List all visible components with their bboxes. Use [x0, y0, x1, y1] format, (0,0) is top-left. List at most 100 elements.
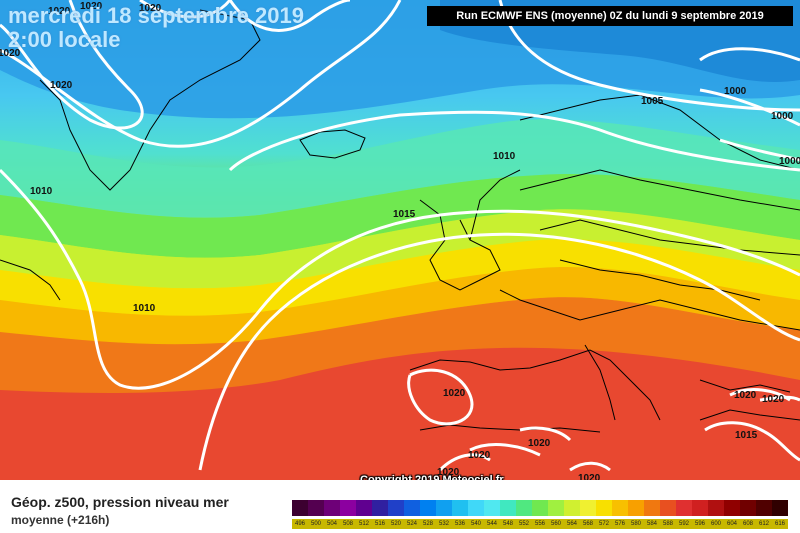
- color-scale-swatch: [420, 500, 436, 516]
- map-canvas: 1020 1020 1020 1020 1020 1010 1010 1005 …: [0, 0, 800, 480]
- forecast-date-line1: mercredi 18 septembre 2019: [8, 3, 304, 28]
- band-orange: [0, 267, 800, 345]
- color-scale-swatch: [740, 500, 756, 516]
- color-scale-swatch: [596, 500, 612, 516]
- isobar-label: 1020: [139, 3, 162, 14]
- isobar-label: 1015: [735, 430, 758, 441]
- isobar-label: 1000: [771, 111, 794, 122]
- isobar-label: 1020: [80, 1, 103, 12]
- isobar-label: 1020: [0, 48, 21, 59]
- color-scale-label: 548: [502, 521, 513, 527]
- color-scale-swatch: [468, 500, 484, 516]
- color-scale-label: 568: [582, 521, 593, 527]
- isobar-label: 1010: [30, 186, 53, 197]
- color-scale-label: 604: [726, 521, 737, 527]
- color-scale-swatch: [628, 500, 644, 516]
- color-scale-label: 540: [470, 521, 481, 527]
- color-scale-label: 588: [662, 521, 673, 527]
- weather-map: 1020 1020 1020 1020 1020 1010 1010 1005 …: [0, 0, 800, 480]
- color-scale-swatch: [484, 500, 500, 516]
- isobar-label: 1010: [493, 151, 516, 162]
- isobar-label: 1000: [779, 156, 800, 167]
- color-scale-swatch: [532, 500, 548, 516]
- color-scale-swatch: [644, 500, 660, 516]
- band-yellow: [0, 239, 800, 316]
- legend-subtitle: moyenne (+216h): [11, 513, 110, 527]
- isobar-label: 1020: [578, 473, 601, 480]
- color-scale-labels: 496 500 504 508 512 516 520 524 528 532 536 540 544 5…: [292, 519, 788, 529]
- color-scale-label: 600: [710, 521, 721, 527]
- color-scale-swatch: [340, 500, 356, 516]
- color-scale-label: 596: [694, 521, 705, 527]
- color-scale-label: 612: [758, 521, 769, 527]
- color-scale-label: 536: [454, 521, 465, 527]
- color-scale-label: 576: [614, 521, 625, 527]
- band-teal: [0, 119, 800, 218]
- color-scale-label: 500: [310, 521, 321, 527]
- isobar-labels: 1020 1020 1020 1020 1020 1010 1010 1005 …: [0, 1, 800, 480]
- run-info-box: Run ECMWF ENS (moyenne) 0Z du lundi 9 se…: [427, 6, 793, 26]
- color-scale-label: 524: [406, 521, 417, 527]
- isobar-label: 1020: [734, 390, 757, 401]
- forecast-date: mercredi 18 septembre 2019 2:00 locale: [8, 4, 304, 52]
- color-scale-swatch: [676, 500, 692, 516]
- isobar-label: 1000: [724, 86, 747, 97]
- color-scale-swatch: [548, 500, 564, 516]
- color-scale-label: 528: [422, 521, 433, 527]
- color-scale-swatch: [564, 500, 580, 516]
- color-scale-label: 504: [326, 521, 337, 527]
- color-scale-swatch: [724, 500, 740, 516]
- isobar-label: 1020: [50, 80, 73, 91]
- color-scale-swatch: [324, 500, 340, 516]
- color-scale-label: 520: [390, 521, 401, 527]
- color-scale-label: 560: [550, 521, 561, 527]
- color-scale-swatch: [292, 500, 308, 516]
- isobar-label: 1020: [48, 6, 71, 17]
- color-scale-label: 556: [534, 521, 545, 527]
- color-scale-label: 512: [358, 521, 369, 527]
- color-scale-swatch: [692, 500, 708, 516]
- color-scale-swatch: [708, 500, 724, 516]
- isobar-label: 1020: [437, 467, 460, 478]
- color-scale-swatch: [436, 500, 452, 516]
- color-scale-label: 572: [598, 521, 609, 527]
- isobar-label: 1015: [393, 209, 416, 220]
- color-scale-label: 608: [742, 521, 753, 527]
- color-scale-swatch: [372, 500, 388, 516]
- color-scale-label: 496: [294, 521, 305, 527]
- forecast-time: 2:00 locale: [8, 27, 121, 52]
- color-scale-label: 508: [342, 521, 353, 527]
- color-scale-swatch: [756, 500, 772, 516]
- isobar-label: 1010: [133, 303, 156, 314]
- isobar-label: 1020: [528, 438, 551, 449]
- color-scale: [292, 500, 788, 516]
- color-scale-swatch: [516, 500, 532, 516]
- color-scale-label: 544: [486, 521, 497, 527]
- isobar-label: 1005: [641, 96, 664, 107]
- color-scale-swatch: [388, 500, 404, 516]
- color-scale-swatch: [660, 500, 676, 516]
- isobar-label: 1020: [762, 394, 785, 405]
- color-scale-swatch: [612, 500, 628, 516]
- color-scale-label: 564: [566, 521, 577, 527]
- color-scale-label: 592: [678, 521, 689, 527]
- isobar-label: 1020: [468, 450, 491, 461]
- isobar-label: 1020: [443, 388, 466, 399]
- color-scale-label: 516: [374, 521, 385, 527]
- color-scale-label: 532: [438, 521, 449, 527]
- color-scale-label: 552: [518, 521, 529, 527]
- color-scale-label: 616: [774, 521, 785, 527]
- color-scale-swatch: [580, 500, 596, 516]
- color-scale-label: 580: [630, 521, 641, 527]
- isobars: [0, 0, 800, 470]
- band-red: [0, 347, 800, 480]
- legend-title: Géop. z500, pression niveau mer: [11, 494, 229, 510]
- color-scale-swatch: [308, 500, 324, 516]
- color-scale-swatch: [404, 500, 420, 516]
- color-scale-swatch: [356, 500, 372, 516]
- color-scale-swatch: [452, 500, 468, 516]
- band-green: [0, 174, 800, 258]
- color-scale-swatch: [500, 500, 516, 516]
- color-scale-label: 584: [646, 521, 657, 527]
- color-scale-swatch: [772, 500, 788, 516]
